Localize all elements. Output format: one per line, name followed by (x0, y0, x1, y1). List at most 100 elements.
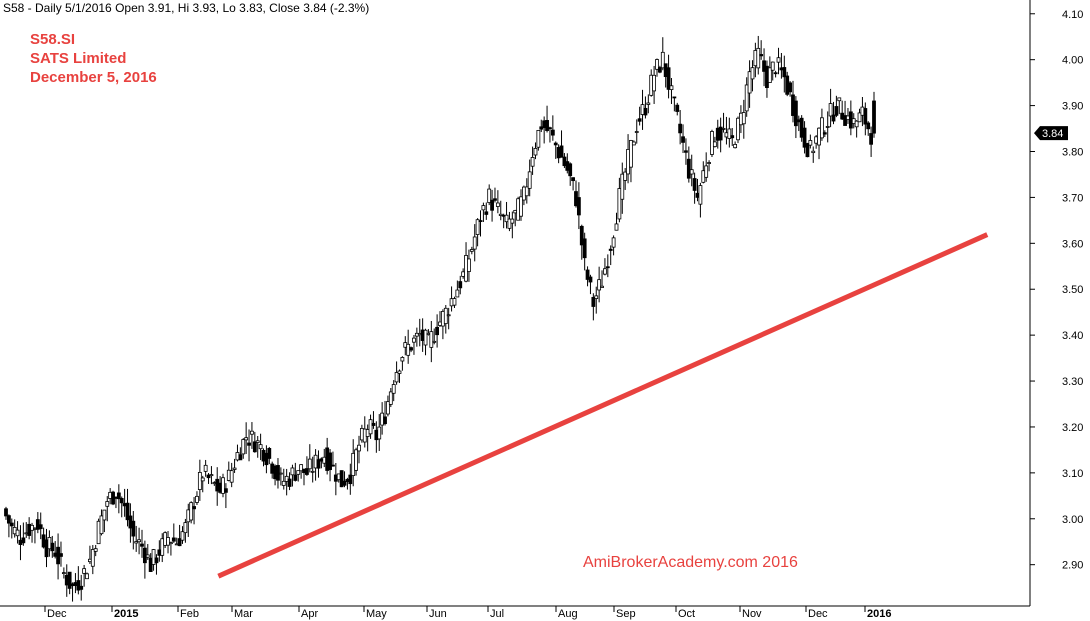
ohlc-bar (848, 100, 853, 136)
ohlc-bar (377, 414, 382, 452)
x-tick-label: Jul (490, 608, 504, 620)
ohlc-bar (617, 177, 622, 223)
ohlc-bar (414, 327, 419, 347)
y-tick-label: 4.10 (1062, 9, 1083, 21)
ohlc-bar (736, 116, 740, 144)
y-tick-label: 3.00 (1062, 514, 1083, 526)
ohlc-bar (657, 65, 662, 74)
ohlc-bar (90, 545, 95, 575)
ohlc-bar (773, 70, 778, 78)
ohlc-bar (9, 518, 14, 539)
ohlc-bar (169, 541, 173, 556)
ohlc-bar (368, 414, 373, 439)
ohlc-bar (241, 438, 246, 459)
ohlc-bar (316, 450, 321, 478)
ohlc-bar (857, 108, 862, 123)
ohlc-bar (689, 154, 694, 187)
ohlc-bar (495, 190, 500, 214)
ohlc-bar (93, 544, 98, 557)
ohlc-bar (154, 554, 159, 575)
watermark-text: AmiBrokerAcademy.com 2016 (583, 554, 798, 571)
ohlc-bar (160, 533, 165, 563)
ohlc-bar (348, 463, 353, 495)
ticker-label: S58.SI (30, 31, 76, 48)
ohlc-bars (4, 35, 876, 602)
ohlc-bar (467, 249, 471, 282)
ohlc-bar (481, 202, 486, 222)
ohlc-bar (643, 96, 648, 119)
ohlc-bar (634, 119, 639, 144)
ohlc-bar (206, 473, 211, 484)
ohlc-bar (189, 501, 194, 524)
ohlc-bar (568, 162, 573, 186)
ohlc-bar (455, 280, 460, 298)
ohlc-bar (435, 314, 440, 348)
ohlc-bar (423, 328, 428, 356)
ohlc-bar (82, 564, 87, 587)
y-tick-label: 3.70 (1062, 192, 1083, 204)
ohlc-bar (802, 121, 807, 154)
ohlc-bar (99, 509, 104, 536)
ohlc-bar (166, 531, 170, 554)
ohlc-bar (788, 81, 792, 97)
x-tick-label: Sep (616, 608, 636, 620)
ohlc-bar (536, 129, 541, 151)
trendline (217, 232, 989, 579)
ohlc-bar (793, 96, 798, 139)
ohlc-bar (478, 210, 483, 237)
ohlc-bar (192, 497, 196, 525)
ohlc-bar (652, 65, 657, 104)
ohlc-bar (869, 126, 874, 157)
y-tick-label: 3.90 (1062, 101, 1083, 113)
x-tick-label: Mar (234, 608, 253, 620)
ohlc-bar (727, 117, 732, 148)
ohlc-bar (229, 462, 234, 488)
ohlc-bar (247, 429, 251, 462)
y-tick-label: 3.10 (1062, 468, 1083, 480)
ohlc-bar (195, 491, 199, 505)
ohlc-bar (296, 470, 301, 482)
quote-header: S58 - Daily 5/1/2016 Open 3.91, Hi 3.93,… (3, 1, 370, 15)
price-marker-label: 3.84 (1042, 128, 1063, 140)
ohlc-bar (255, 435, 260, 458)
ohlc-bar (397, 369, 402, 383)
ohlc-bar (866, 121, 871, 136)
ohlc-bar (539, 119, 544, 133)
ohlc-bar (629, 139, 633, 183)
ohlc-bar (85, 572, 89, 580)
ohlc-bar (747, 60, 752, 108)
ohlc-bar (371, 411, 376, 429)
x-tick-label: Jun (429, 608, 447, 620)
ohlc-bar (35, 512, 40, 534)
ohlc-bar (131, 511, 136, 550)
ohlc-bar (507, 211, 512, 232)
ohlc-bar (527, 159, 532, 197)
ohlc-bar (548, 126, 552, 143)
ohlc-bar (171, 523, 176, 543)
ohlc-bar (684, 138, 688, 165)
ohlc-bar (493, 187, 497, 203)
ohlc-bar (825, 111, 830, 143)
ohlc-bar (831, 101, 836, 125)
ohlc-bar (681, 124, 685, 154)
chart-title-block: S58.SI SATS Limited December 5, 2016 (30, 30, 157, 87)
ohlc-bar (730, 127, 735, 146)
ohlc-bar (406, 329, 411, 364)
ohlc-bar (391, 380, 396, 402)
ohlc-bar (105, 496, 110, 522)
ohlc-bar (61, 567, 66, 579)
ohlc-bar (698, 182, 703, 218)
ohlc-bar (605, 254, 610, 278)
ohlc-bar (571, 177, 575, 191)
ohlc-bar (59, 541, 63, 567)
ohlc-bar (180, 526, 185, 544)
ohlc-bar (238, 447, 243, 461)
ohlc-bar (293, 462, 298, 482)
ohlc-bar (383, 400, 387, 426)
ohlc-bar (863, 102, 868, 136)
ohlc-bar (258, 433, 263, 461)
ohlc-bar (252, 431, 257, 453)
ohlc-bar (119, 496, 124, 518)
ohlc-bar (331, 451, 335, 467)
ohlc-bar (102, 509, 107, 533)
